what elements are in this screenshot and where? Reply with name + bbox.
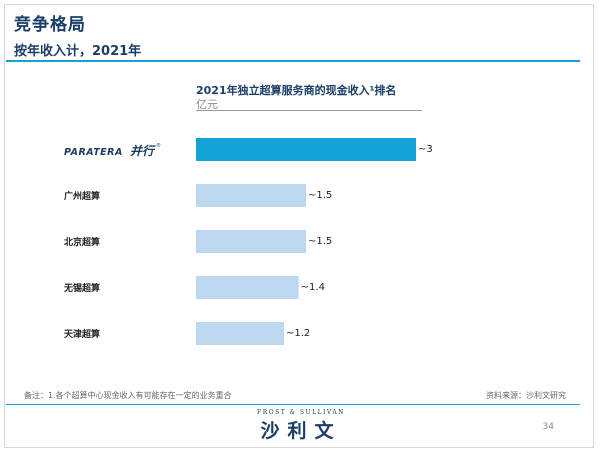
page-subtitle: 按年收入计，2021年 (14, 44, 142, 59)
logo-cn: 并行 (130, 144, 156, 158)
logo-registered-mark: ® (156, 142, 161, 149)
bar-2 (196, 184, 306, 207)
category-label-2: 广州超算 (64, 190, 100, 202)
value-label-3: ~1.5 (308, 236, 332, 247)
header-divider (6, 60, 580, 62)
footnote: 备注：1.各个超算中心现金收入有可能存在一定的业务重合 (24, 391, 232, 400)
logo-latin: PARATERA (64, 147, 123, 158)
bar-1 (196, 138, 416, 161)
brand-logo: 沙利文 (260, 420, 342, 442)
category-label-5: 天津超算 (64, 328, 100, 340)
category-label-4: 无锡超算 (63, 282, 100, 294)
chart-title-divider (196, 110, 422, 111)
value-label-5: ~1.2 (286, 328, 310, 339)
chart-unit: 亿元 (196, 98, 218, 111)
value-label-4: ~1.4 (301, 282, 325, 293)
value-label-1: ~3 (418, 144, 433, 155)
paratera-logo: PARATERA 并行 ® (64, 142, 161, 158)
chart-title: 2021年独立超算服务商的现金收入¹排名 (196, 84, 397, 97)
value-label-2: ~1.5 (308, 190, 332, 201)
page-title: 竞争格局 (14, 15, 86, 35)
bar-4 (196, 276, 299, 299)
source-note: 资料来源：沙利文研究 (486, 391, 566, 400)
category-label-3: 北京超算 (64, 236, 100, 248)
slide-frame (4, 4, 594, 448)
bar-5 (196, 322, 284, 345)
footer-divider (6, 404, 580, 405)
brand-name-english: FROST & SULLIVAN (257, 409, 345, 416)
page-number: 34 (542, 422, 554, 432)
bar-3 (196, 230, 306, 253)
